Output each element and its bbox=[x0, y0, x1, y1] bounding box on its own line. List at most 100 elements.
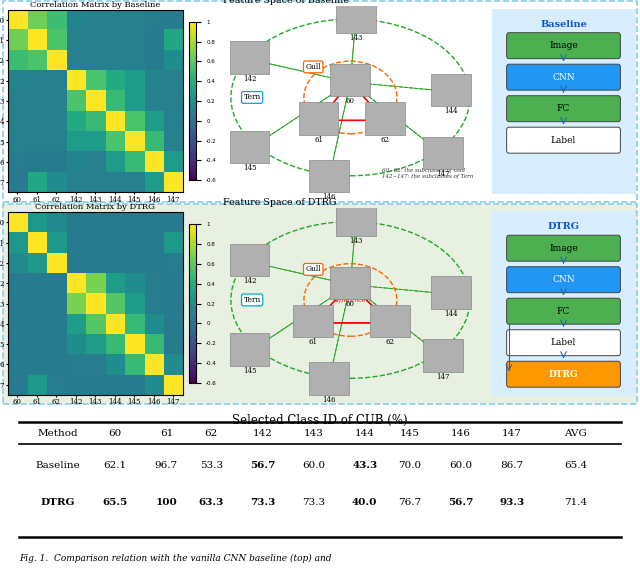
Text: Image: Image bbox=[549, 41, 578, 50]
FancyBboxPatch shape bbox=[230, 131, 269, 163]
Text: 71.4: 71.4 bbox=[564, 498, 588, 507]
Text: Increase the
difference: Increase the difference bbox=[330, 293, 371, 304]
FancyBboxPatch shape bbox=[507, 266, 620, 293]
Text: 73.3: 73.3 bbox=[302, 498, 325, 507]
Text: 146: 146 bbox=[451, 429, 471, 438]
Text: CNN: CNN bbox=[552, 275, 575, 284]
FancyBboxPatch shape bbox=[330, 64, 371, 96]
Text: 56.7: 56.7 bbox=[448, 498, 474, 507]
FancyBboxPatch shape bbox=[336, 1, 376, 33]
Text: Label: Label bbox=[551, 338, 576, 347]
Text: 60: 60 bbox=[109, 429, 122, 438]
Text: 143: 143 bbox=[349, 34, 362, 42]
Text: 60: 60 bbox=[346, 97, 355, 105]
Text: Baseline: Baseline bbox=[540, 19, 587, 29]
FancyBboxPatch shape bbox=[507, 235, 620, 261]
FancyBboxPatch shape bbox=[299, 102, 339, 135]
Text: 147: 147 bbox=[502, 429, 522, 438]
FancyBboxPatch shape bbox=[507, 96, 620, 121]
Text: 62: 62 bbox=[380, 136, 389, 144]
Text: 53.3: 53.3 bbox=[200, 461, 223, 470]
Text: Gull: Gull bbox=[305, 265, 321, 273]
Text: 61: 61 bbox=[160, 429, 173, 438]
Text: Tern: Tern bbox=[243, 296, 261, 304]
FancyBboxPatch shape bbox=[507, 361, 620, 387]
Text: 142: 142 bbox=[243, 74, 256, 83]
Text: 60~62: the subclasses of Gull
142~147: the subclasses of Tern: 60~62: the subclasses of Gull 142~147: t… bbox=[382, 168, 474, 179]
Text: 76.7: 76.7 bbox=[398, 498, 421, 507]
Text: 145: 145 bbox=[399, 429, 420, 438]
Text: Selected Class ID of CUB (%): Selected Class ID of CUB (%) bbox=[232, 414, 408, 427]
FancyBboxPatch shape bbox=[336, 203, 376, 236]
FancyBboxPatch shape bbox=[3, 1, 637, 202]
Text: Feature Space of DTRG: Feature Space of DTRG bbox=[223, 198, 337, 207]
Text: DTRG: DTRG bbox=[40, 498, 75, 507]
Text: 62: 62 bbox=[205, 429, 218, 438]
FancyBboxPatch shape bbox=[490, 209, 637, 398]
FancyBboxPatch shape bbox=[230, 41, 269, 73]
Text: CNN: CNN bbox=[552, 73, 575, 82]
Text: 60.0: 60.0 bbox=[302, 461, 325, 470]
Text: AVG: AVG bbox=[564, 429, 588, 438]
Text: 145: 145 bbox=[243, 164, 256, 172]
Text: 62.1: 62.1 bbox=[104, 461, 127, 470]
Text: 146: 146 bbox=[323, 395, 336, 403]
Text: 61: 61 bbox=[314, 136, 323, 144]
Text: 60.0: 60.0 bbox=[449, 461, 472, 470]
FancyBboxPatch shape bbox=[507, 64, 620, 90]
Text: DTRG: DTRG bbox=[548, 370, 579, 379]
FancyBboxPatch shape bbox=[365, 102, 405, 135]
Text: 100: 100 bbox=[156, 498, 177, 507]
Text: 96.7: 96.7 bbox=[155, 461, 178, 470]
Text: 147: 147 bbox=[436, 170, 450, 178]
Text: 43.3: 43.3 bbox=[352, 461, 378, 470]
Text: 86.7: 86.7 bbox=[500, 461, 524, 470]
Text: 63.3: 63.3 bbox=[198, 498, 224, 507]
Text: DTRG: DTRG bbox=[548, 222, 580, 231]
Text: 143: 143 bbox=[303, 429, 324, 438]
FancyBboxPatch shape bbox=[507, 298, 620, 324]
Text: 142: 142 bbox=[243, 277, 256, 285]
FancyBboxPatch shape bbox=[507, 127, 620, 153]
Text: 65.5: 65.5 bbox=[102, 498, 128, 507]
FancyBboxPatch shape bbox=[3, 203, 637, 404]
Text: Feature Space of Baseline: Feature Space of Baseline bbox=[223, 0, 349, 5]
Text: 62: 62 bbox=[386, 338, 395, 346]
Text: Method: Method bbox=[37, 429, 78, 438]
Text: 93.3: 93.3 bbox=[499, 498, 525, 507]
Text: 65.4: 65.4 bbox=[564, 461, 588, 470]
Title: Correlation Matrix by DTRG: Correlation Matrix by DTRG bbox=[35, 203, 156, 211]
Text: 143: 143 bbox=[349, 237, 362, 245]
FancyBboxPatch shape bbox=[309, 362, 349, 395]
Text: 61: 61 bbox=[308, 338, 317, 346]
Text: 145: 145 bbox=[243, 367, 256, 375]
Title: Correlation Matrix by Baseline: Correlation Matrix by Baseline bbox=[30, 1, 161, 9]
Text: 142: 142 bbox=[252, 429, 273, 438]
FancyBboxPatch shape bbox=[371, 305, 410, 337]
Text: Image: Image bbox=[549, 244, 578, 253]
Text: 70.0: 70.0 bbox=[398, 461, 421, 470]
Text: 146: 146 bbox=[323, 193, 336, 201]
Text: FC: FC bbox=[557, 104, 570, 113]
Text: 40.0: 40.0 bbox=[352, 498, 378, 507]
FancyBboxPatch shape bbox=[507, 33, 620, 58]
Text: Baseline: Baseline bbox=[35, 461, 80, 470]
Text: Fig. 1.  Comparison relation with the vanilla CNN baseline (top) and: Fig. 1. Comparison relation with the van… bbox=[19, 554, 332, 563]
FancyBboxPatch shape bbox=[293, 305, 333, 337]
Text: 147: 147 bbox=[436, 372, 450, 380]
FancyBboxPatch shape bbox=[424, 339, 463, 372]
Text: Label: Label bbox=[551, 136, 576, 145]
FancyBboxPatch shape bbox=[230, 333, 269, 366]
FancyBboxPatch shape bbox=[507, 329, 620, 356]
Text: 56.7: 56.7 bbox=[250, 461, 275, 470]
FancyBboxPatch shape bbox=[431, 276, 471, 309]
Text: FC: FC bbox=[557, 307, 570, 316]
Text: 144: 144 bbox=[445, 107, 458, 115]
FancyBboxPatch shape bbox=[490, 7, 637, 196]
FancyBboxPatch shape bbox=[330, 266, 371, 299]
Text: 144: 144 bbox=[445, 309, 458, 317]
FancyBboxPatch shape bbox=[309, 159, 349, 192]
Text: Gull: Gull bbox=[305, 63, 321, 71]
Text: 144: 144 bbox=[355, 429, 375, 438]
FancyBboxPatch shape bbox=[431, 73, 471, 106]
